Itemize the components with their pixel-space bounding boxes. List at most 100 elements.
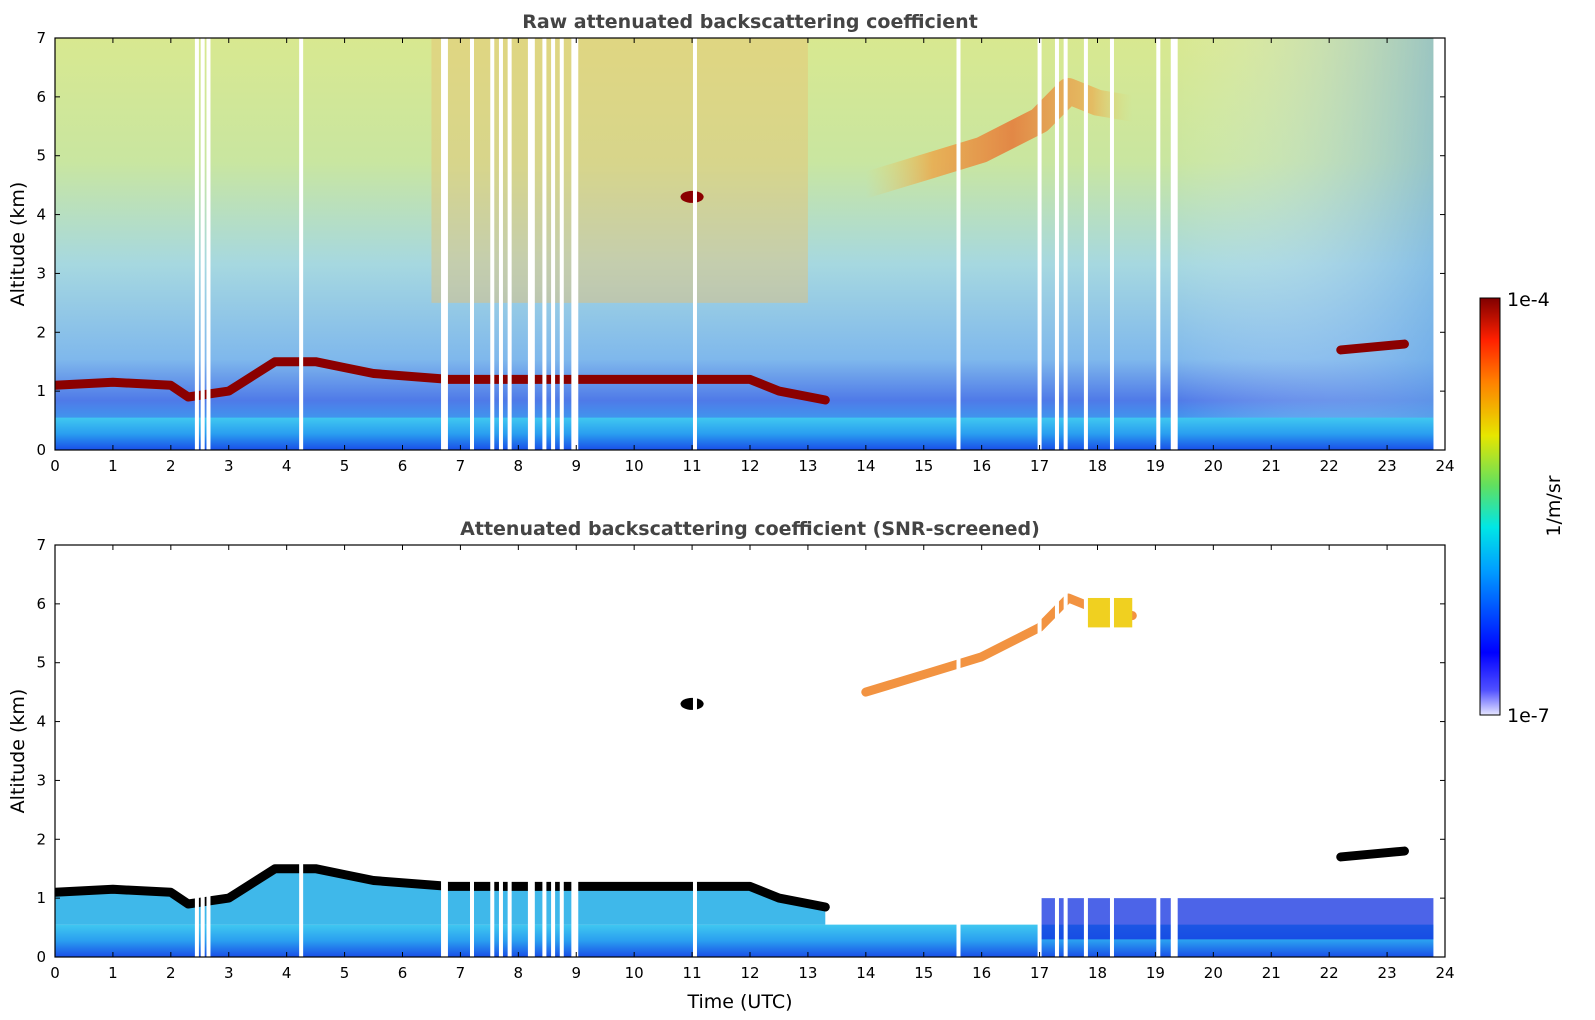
x-tick-label: 12 <box>740 457 759 475</box>
x-tick-label: 5 <box>340 457 350 475</box>
data-gap <box>956 545 961 957</box>
data-gap <box>692 545 697 957</box>
data-gaps <box>194 545 1178 957</box>
x-tick-label: 11 <box>683 457 702 475</box>
data-gap <box>571 38 576 450</box>
sub-cloud-signal <box>55 868 826 925</box>
data-gap <box>443 545 448 957</box>
x-tick-label: 3 <box>224 964 234 982</box>
colorbar-min-label: 1e-7 <box>1507 705 1550 727</box>
x-tick-label: 10 <box>625 457 644 475</box>
data-gap <box>507 545 512 957</box>
data-gap <box>1173 38 1178 450</box>
colorbar-max-label: 1e-4 <box>1507 289 1550 311</box>
x-tick-label: 1 <box>108 457 118 475</box>
colorbar: 1e-4 1e-7 1/m/sr <box>1479 289 1565 727</box>
x-tick-label: 23 <box>1378 457 1397 475</box>
data-gap <box>1156 38 1161 450</box>
data-gap <box>206 38 211 450</box>
y-tick-label: 5 <box>36 654 46 672</box>
x-tick-label: 4 <box>282 457 292 475</box>
raw-backscatter-panel: Raw attenuated backscattering coefficien… <box>7 11 1455 475</box>
x-tick-label: 18 <box>1088 457 1107 475</box>
x-tick-label: 5 <box>340 964 350 982</box>
x-tick-label: 14 <box>856 964 875 982</box>
data-gap <box>1054 38 1059 450</box>
x-tick-label: 19 <box>1146 964 1165 982</box>
x-tick-label: 14 <box>856 457 875 475</box>
data-gap <box>542 545 547 957</box>
y-tick-label: 5 <box>36 147 46 165</box>
y-tick-label: 2 <box>36 830 46 848</box>
x-tick-label: 13 <box>798 457 817 475</box>
x-tick-label: 22 <box>1320 457 1339 475</box>
x-tick-label: 21 <box>1262 964 1281 982</box>
data-gap <box>1173 545 1178 957</box>
data-gap <box>200 38 205 450</box>
data-gap <box>530 545 535 957</box>
x-tick-label: 8 <box>514 457 524 475</box>
y-tick-label: 7 <box>36 29 46 47</box>
y-tick-label: 2 <box>36 323 46 341</box>
x-tick-label: 12 <box>740 964 759 982</box>
y-tick-label: 4 <box>36 206 46 224</box>
x-tick-label: 4 <box>282 964 292 982</box>
y-tick-label: 0 <box>36 441 46 459</box>
night-boundary-layer <box>1039 898 1434 940</box>
data-gap <box>1037 545 1042 957</box>
data-gap <box>1109 545 1114 957</box>
data-gap <box>1170 38 1175 450</box>
x-tick-label: 18 <box>1088 964 1107 982</box>
x-tick-label: 15 <box>914 964 933 982</box>
cloud-top-band <box>55 864 830 912</box>
data-gap <box>559 545 564 957</box>
x-tick-label: 24 <box>1435 457 1454 475</box>
y-tick-label: 7 <box>36 536 46 554</box>
data-gap <box>542 38 547 450</box>
x-tick-label: 7 <box>456 457 466 475</box>
data-gap <box>1156 545 1161 957</box>
x-tick-label: 1 <box>108 964 118 982</box>
data-gaps <box>194 38 1178 450</box>
x-tick-label: 6 <box>398 964 408 982</box>
heatmap-area <box>55 38 1434 450</box>
isolated-cloud <box>680 190 704 203</box>
x-tick-label: 17 <box>1030 964 1049 982</box>
y-axis-label: Altitude (km) <box>7 182 29 307</box>
isolated-cloud <box>680 697 704 710</box>
x-axis-label: Time (UTC) <box>686 991 792 1013</box>
data-gap <box>194 38 199 450</box>
x-tick-label: 13 <box>798 964 817 982</box>
x-tick-label: 2 <box>166 457 176 475</box>
x-tick-label: 23 <box>1378 964 1397 982</box>
data-gap <box>507 38 512 450</box>
data-gap <box>527 545 532 957</box>
feature-layer <box>55 593 1409 912</box>
x-tick-label: 24 <box>1435 964 1454 982</box>
data-gap <box>574 38 579 450</box>
x-tick-label: 0 <box>50 964 60 982</box>
colorbar-unit-label: 1/m/sr <box>1543 475 1565 536</box>
data-gap <box>559 38 564 450</box>
x-tick-label: 20 <box>1204 457 1223 475</box>
x-tick-label: 2 <box>166 964 176 982</box>
data-gap <box>299 38 304 450</box>
data-gap <box>441 545 446 957</box>
data-gap <box>1037 38 1042 450</box>
x-tick-label: 0 <box>50 457 60 475</box>
panel-title: Attenuated backscattering coefficient (S… <box>460 518 1040 540</box>
y-tick-label: 4 <box>36 713 46 731</box>
data-gap <box>1083 545 1088 957</box>
data-gap <box>1109 38 1114 450</box>
data-gap <box>498 545 503 957</box>
data-gap <box>1063 545 1068 957</box>
data-gap <box>692 38 697 450</box>
x-tick-label: 21 <box>1262 457 1281 475</box>
x-tick-label: 15 <box>914 457 933 475</box>
data-gap <box>470 38 474 450</box>
data-gap <box>1063 38 1068 450</box>
x-tick-label: 9 <box>571 964 581 982</box>
night-low-signal <box>1172 38 1434 450</box>
data-gap <box>206 545 211 957</box>
y-tick-label: 3 <box>36 771 46 789</box>
